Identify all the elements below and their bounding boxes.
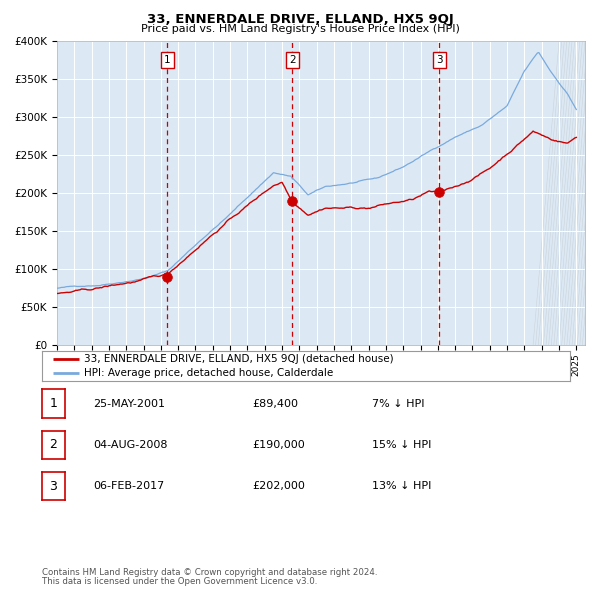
Text: 3: 3 bbox=[436, 55, 443, 65]
Text: £89,400: £89,400 bbox=[252, 399, 298, 408]
Text: 1: 1 bbox=[164, 55, 171, 65]
Text: 15% ↓ HPI: 15% ↓ HPI bbox=[372, 440, 431, 450]
Text: This data is licensed under the Open Government Licence v3.0.: This data is licensed under the Open Gov… bbox=[42, 578, 317, 586]
Text: 33, ENNERDALE DRIVE, ELLAND, HX5 9QJ (detached house): 33, ENNERDALE DRIVE, ELLAND, HX5 9QJ (de… bbox=[84, 354, 394, 364]
Text: 1: 1 bbox=[49, 397, 58, 410]
Text: 3: 3 bbox=[49, 480, 58, 493]
Text: 25-MAY-2001: 25-MAY-2001 bbox=[93, 399, 165, 408]
Text: 04-AUG-2008: 04-AUG-2008 bbox=[93, 440, 167, 450]
Text: £202,000: £202,000 bbox=[252, 481, 305, 491]
Text: Price paid vs. HM Land Registry's House Price Index (HPI): Price paid vs. HM Land Registry's House … bbox=[140, 24, 460, 34]
Text: 2: 2 bbox=[289, 55, 295, 65]
Text: Contains HM Land Registry data © Crown copyright and database right 2024.: Contains HM Land Registry data © Crown c… bbox=[42, 568, 377, 577]
Text: £190,000: £190,000 bbox=[252, 440, 305, 450]
Text: 2: 2 bbox=[49, 438, 58, 451]
Text: 33, ENNERDALE DRIVE, ELLAND, HX5 9QJ: 33, ENNERDALE DRIVE, ELLAND, HX5 9QJ bbox=[146, 13, 454, 26]
Text: 13% ↓ HPI: 13% ↓ HPI bbox=[372, 481, 431, 491]
Text: 06-FEB-2017: 06-FEB-2017 bbox=[93, 481, 164, 491]
Text: 7% ↓ HPI: 7% ↓ HPI bbox=[372, 399, 425, 408]
Text: HPI: Average price, detached house, Calderdale: HPI: Average price, detached house, Cald… bbox=[84, 368, 334, 378]
